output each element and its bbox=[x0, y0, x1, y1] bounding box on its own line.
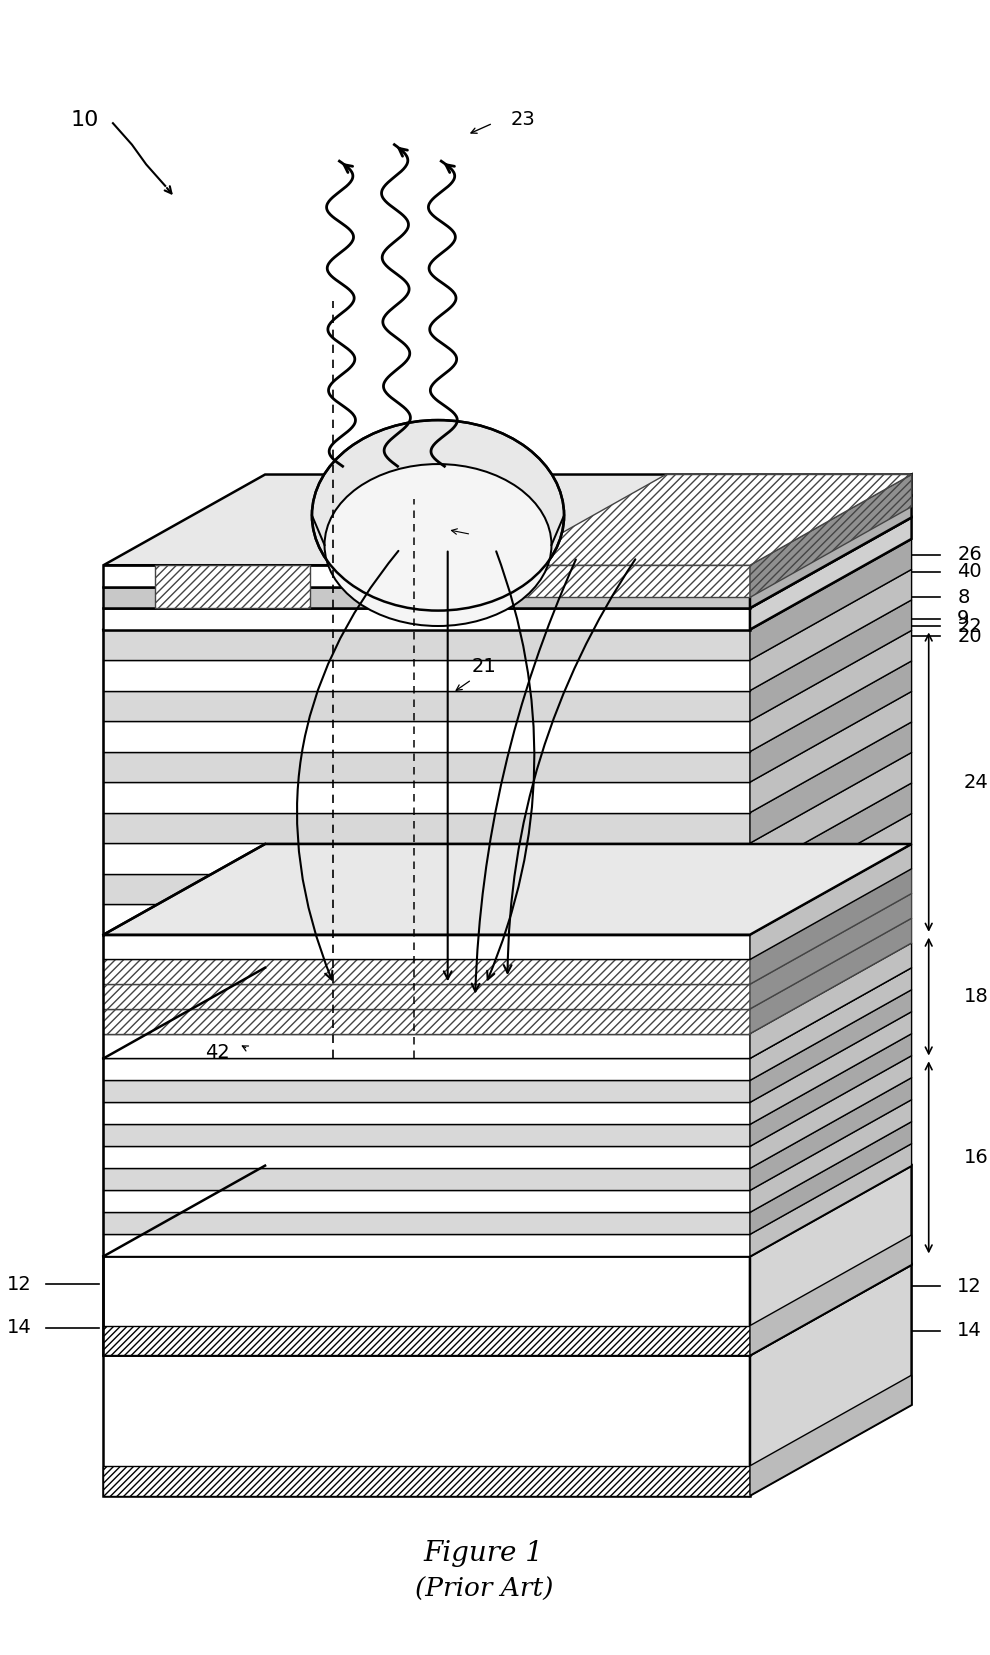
Polygon shape bbox=[103, 1235, 749, 1256]
Polygon shape bbox=[155, 566, 310, 607]
Polygon shape bbox=[103, 842, 749, 874]
Text: 20: 20 bbox=[956, 627, 981, 645]
Polygon shape bbox=[103, 1165, 911, 1256]
Polygon shape bbox=[749, 475, 911, 586]
Polygon shape bbox=[749, 1144, 911, 1256]
Text: (Prior Art): (Prior Art) bbox=[415, 1577, 552, 1602]
Polygon shape bbox=[749, 475, 911, 597]
Polygon shape bbox=[749, 496, 911, 607]
Polygon shape bbox=[103, 1256, 749, 1355]
Text: Figure 1: Figure 1 bbox=[424, 1539, 544, 1567]
Polygon shape bbox=[103, 540, 911, 629]
Polygon shape bbox=[749, 660, 911, 783]
Polygon shape bbox=[749, 518, 911, 629]
Polygon shape bbox=[749, 1235, 911, 1355]
Polygon shape bbox=[749, 783, 911, 904]
Polygon shape bbox=[103, 660, 749, 690]
Polygon shape bbox=[504, 566, 749, 597]
Polygon shape bbox=[103, 1264, 911, 1355]
Polygon shape bbox=[103, 751, 749, 783]
Polygon shape bbox=[103, 935, 749, 960]
Ellipse shape bbox=[312, 420, 563, 611]
Polygon shape bbox=[749, 1264, 911, 1496]
Polygon shape bbox=[103, 1466, 749, 1496]
Polygon shape bbox=[749, 1034, 911, 1147]
Polygon shape bbox=[749, 1011, 911, 1124]
Polygon shape bbox=[749, 1375, 911, 1496]
Text: 12: 12 bbox=[956, 1276, 981, 1296]
Polygon shape bbox=[103, 1213, 749, 1235]
Polygon shape bbox=[103, 690, 749, 722]
Polygon shape bbox=[749, 968, 911, 1081]
Polygon shape bbox=[103, 496, 911, 586]
Polygon shape bbox=[103, 1102, 749, 1124]
Polygon shape bbox=[749, 894, 911, 1010]
Polygon shape bbox=[749, 1077, 911, 1190]
Polygon shape bbox=[749, 869, 911, 985]
Polygon shape bbox=[103, 1147, 749, 1168]
Polygon shape bbox=[749, 692, 911, 813]
Polygon shape bbox=[103, 722, 749, 751]
Polygon shape bbox=[749, 844, 911, 960]
Text: 26: 26 bbox=[956, 544, 981, 564]
Text: 14: 14 bbox=[7, 1317, 32, 1337]
Polygon shape bbox=[749, 631, 911, 751]
Text: 22: 22 bbox=[956, 617, 981, 636]
Ellipse shape bbox=[325, 463, 551, 626]
Polygon shape bbox=[749, 1165, 911, 1355]
Polygon shape bbox=[749, 990, 911, 1102]
Text: 10: 10 bbox=[70, 109, 98, 129]
Polygon shape bbox=[749, 599, 911, 722]
Text: 42: 42 bbox=[205, 1043, 230, 1063]
Polygon shape bbox=[103, 1190, 749, 1213]
Text: 30: 30 bbox=[471, 525, 496, 544]
Polygon shape bbox=[103, 783, 749, 813]
Polygon shape bbox=[103, 518, 911, 607]
Polygon shape bbox=[749, 943, 911, 1059]
Polygon shape bbox=[103, 1168, 749, 1190]
Polygon shape bbox=[103, 1059, 749, 1081]
Polygon shape bbox=[103, 813, 749, 842]
Polygon shape bbox=[103, 1034, 749, 1059]
Polygon shape bbox=[749, 753, 911, 874]
Polygon shape bbox=[749, 919, 911, 1034]
Polygon shape bbox=[749, 1099, 911, 1213]
Text: 8: 8 bbox=[956, 588, 969, 607]
Polygon shape bbox=[749, 1122, 911, 1235]
Polygon shape bbox=[504, 475, 911, 566]
Text: 14: 14 bbox=[956, 1321, 981, 1341]
Polygon shape bbox=[103, 968, 911, 1059]
Polygon shape bbox=[103, 985, 749, 1010]
Text: 40: 40 bbox=[956, 563, 981, 581]
Text: 21: 21 bbox=[471, 657, 496, 677]
Text: 24: 24 bbox=[963, 773, 988, 791]
Polygon shape bbox=[103, 844, 911, 935]
Polygon shape bbox=[103, 586, 749, 607]
Polygon shape bbox=[103, 1326, 749, 1355]
Polygon shape bbox=[103, 874, 749, 904]
Polygon shape bbox=[103, 1010, 749, 1034]
Polygon shape bbox=[749, 540, 911, 660]
Polygon shape bbox=[103, 1124, 749, 1147]
Polygon shape bbox=[103, 629, 749, 660]
Polygon shape bbox=[103, 904, 749, 935]
Polygon shape bbox=[749, 722, 911, 842]
Text: 9: 9 bbox=[956, 609, 969, 629]
Text: 23: 23 bbox=[510, 111, 535, 129]
Text: 16: 16 bbox=[963, 1149, 988, 1167]
Polygon shape bbox=[103, 844, 911, 935]
Polygon shape bbox=[103, 566, 749, 586]
Polygon shape bbox=[103, 960, 749, 985]
Polygon shape bbox=[103, 607, 749, 629]
Polygon shape bbox=[749, 569, 911, 690]
Polygon shape bbox=[103, 1081, 749, 1102]
Text: 18: 18 bbox=[963, 986, 988, 1006]
Polygon shape bbox=[749, 1056, 911, 1168]
Polygon shape bbox=[103, 475, 911, 566]
Polygon shape bbox=[749, 814, 911, 935]
Polygon shape bbox=[103, 1355, 749, 1496]
Text: 12: 12 bbox=[7, 1274, 32, 1294]
Polygon shape bbox=[103, 540, 911, 629]
